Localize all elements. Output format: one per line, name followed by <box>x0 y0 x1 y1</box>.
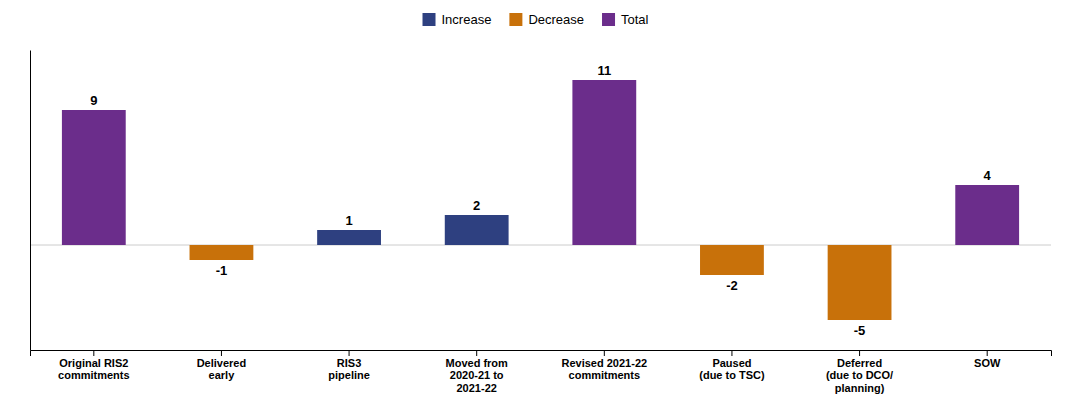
x-tick: Paused(due to TSC) <box>699 350 765 381</box>
x-tick-mark <box>987 350 988 356</box>
data-label: -1 <box>216 263 228 278</box>
y-axis <box>30 51 31 351</box>
x-axis-line <box>31 351 1052 357</box>
data-label: -5 <box>854 323 866 338</box>
bars <box>62 80 1019 320</box>
x-tick-label-line: Original RIS2 <box>59 357 128 369</box>
x-tick-label-line: Revised 2021-22 <box>562 357 648 369</box>
legend: Increase Decrease Total <box>423 12 649 27</box>
data-label: 1 <box>345 213 352 228</box>
x-tick-mark <box>476 350 477 356</box>
y-axis-line <box>30 51 31 351</box>
data-label: 4 <box>984 168 992 183</box>
x-tick: Moved from2020-21 to2021-22 <box>446 350 509 394</box>
x-tick-label: Revised 2021-22commitments <box>562 357 648 382</box>
x-tick-label-line: Deferred <box>837 357 882 369</box>
data-label: 11 <box>597 63 611 78</box>
bar <box>955 185 1019 245</box>
data-labels: 1 2 -1 -2 -5 9 11 4 <box>90 63 991 338</box>
x-tick-mark <box>731 350 732 356</box>
x-tick-mark <box>604 350 605 356</box>
x-tick-mark <box>349 350 350 356</box>
chart-svg: 12-1-2-59114Original RIS2commitmentsDeli… <box>0 0 1071 412</box>
legend-label: Decrease <box>528 12 584 27</box>
x-tick-label-line: (due to TSC) <box>699 369 765 381</box>
x-axis: Original RIS2commitmentsDeliveredearlyRI… <box>31 350 1052 394</box>
bar <box>828 245 892 320</box>
data-label: -2 <box>726 278 738 293</box>
x-tick-label-line: Moved from <box>446 357 509 369</box>
legend-label: Increase <box>442 12 492 27</box>
legend-swatch <box>602 13 615 26</box>
chart-container: 12-1-2-59114Original RIS2commitmentsDeli… <box>0 0 1071 412</box>
x-tick: Original RIS2commitments <box>58 350 130 381</box>
x-tick: SOW <box>974 350 1001 369</box>
x-tick-label-line: SOW <box>974 357 1001 369</box>
legend-item: Increase <box>423 12 492 27</box>
x-tick-label-line: pipeline <box>328 369 370 381</box>
bar <box>190 245 254 260</box>
x-tick-label-line: RIS3 <box>337 357 361 369</box>
legend-label: Total <box>621 12 649 27</box>
bar <box>317 230 381 245</box>
x-tick-label-line: commitments <box>58 369 130 381</box>
plot: 12-1-2-59114Original RIS2commitmentsDeli… <box>30 51 1052 395</box>
x-tick-label: RIS3pipeline <box>328 357 370 382</box>
x-tick-label: SOW <box>974 357 1001 369</box>
x-tick-label: Original RIS2commitments <box>58 357 130 382</box>
legend-swatch <box>509 13 522 26</box>
x-tick-label-line: (due to DCO/ <box>826 369 893 381</box>
legend-item: Total <box>602 12 649 27</box>
x-tick-mark <box>221 350 222 356</box>
x-tick-label: Deliveredearly <box>197 357 247 382</box>
x-tick-label-line: Paused <box>712 357 751 369</box>
x-tick-label-line: 2021-22 <box>457 382 497 394</box>
x-tick-label: Moved from2020-21 to2021-22 <box>446 357 509 394</box>
x-tick-label: Paused(due to TSC) <box>699 357 765 382</box>
legend-item: Decrease <box>509 12 584 27</box>
x-tick-label-line: Delivered <box>197 357 247 369</box>
x-tick: Deferred(due to DCO/planning) <box>826 350 893 394</box>
x-tick: RIS3pipeline <box>328 350 370 381</box>
zero-line <box>30 245 1051 246</box>
legend-swatch <box>423 13 436 26</box>
bar <box>445 215 509 245</box>
x-tick-mark <box>93 350 94 356</box>
x-tick-mark <box>859 350 860 356</box>
x-tick-label-line: planning) <box>835 382 885 394</box>
x-tick: Revised 2021-22commitments <box>562 350 648 381</box>
bar <box>62 110 126 245</box>
x-tick-label-line: commitments <box>569 369 641 381</box>
data-label: 9 <box>90 93 97 108</box>
data-label: 2 <box>473 198 480 213</box>
x-tick-label-line: 2020-21 to <box>450 369 504 381</box>
x-tick-label: Deferred(due to DCO/planning) <box>826 357 893 394</box>
x-tick: Deliveredearly <box>197 350 247 381</box>
x-tick-label-line: early <box>209 369 236 381</box>
bar <box>572 80 636 245</box>
bar <box>700 245 764 275</box>
